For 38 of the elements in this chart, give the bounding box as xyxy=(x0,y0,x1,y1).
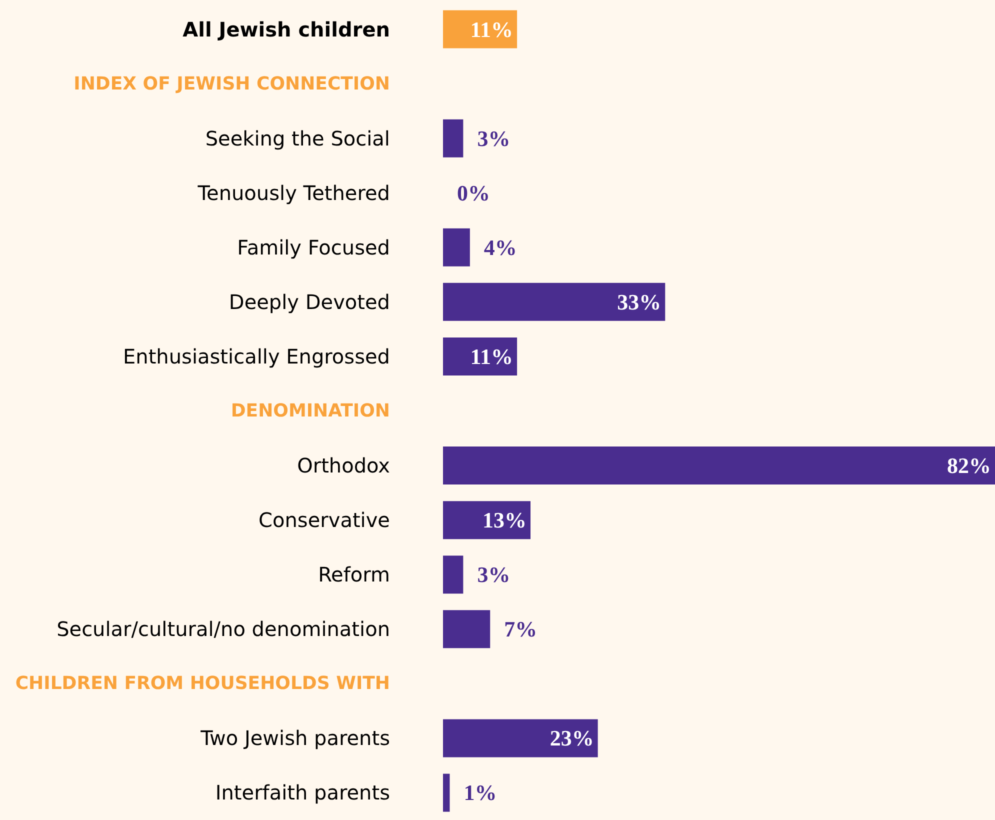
y-tick-label: INDEX OF JEWISH CONNECTION xyxy=(74,73,390,94)
bar xyxy=(443,501,531,540)
bar xyxy=(443,774,450,812)
data-label: 1% xyxy=(464,780,497,806)
y-tick-label: Orthodox xyxy=(297,454,390,478)
bar xyxy=(443,228,470,266)
data-label: 3% xyxy=(477,562,510,588)
bar xyxy=(443,10,518,48)
data-label: 33% xyxy=(617,289,662,314)
bar xyxy=(443,282,666,321)
y-tick-label: CHILDREN FROM HOUSEHOLDS WITH xyxy=(15,673,390,694)
data-label: 23% xyxy=(550,726,594,751)
bar xyxy=(443,610,490,648)
y-tick-label: Interfaith parents xyxy=(215,780,390,805)
y-tick-label: DENOMINATION xyxy=(230,400,390,422)
data-label: 11% xyxy=(470,16,514,42)
data-label: 82% xyxy=(947,453,991,478)
y-tick-label: Deeply Devoted xyxy=(228,290,390,314)
bar xyxy=(443,337,518,376)
y-tick-label: Enthusiastically Engrossed xyxy=(123,344,390,368)
y-tick-label: Family Focused xyxy=(237,235,390,260)
y-tick-label: Reform xyxy=(318,562,390,587)
data-label: 3% xyxy=(477,126,510,151)
data-label: 7% xyxy=(504,616,538,642)
data-label: 13% xyxy=(482,508,527,533)
bar xyxy=(443,556,464,594)
data-label: 0% xyxy=(457,180,490,206)
y-tick-label: All Jewish children xyxy=(182,17,390,42)
bar xyxy=(443,719,598,758)
bar xyxy=(443,446,995,485)
data-label: 11% xyxy=(470,344,514,369)
bar xyxy=(443,119,464,158)
data-label: 4% xyxy=(484,234,517,260)
y-tick-label: Conservative xyxy=(258,508,390,532)
y-tick-label: Seeking the Social xyxy=(205,126,390,150)
y-tick-label: Two Jewish parents xyxy=(200,726,390,750)
y-tick-label: Secular/cultural/no denomination xyxy=(56,617,390,642)
y-tick-label: Tenuously Tethered xyxy=(196,180,390,205)
